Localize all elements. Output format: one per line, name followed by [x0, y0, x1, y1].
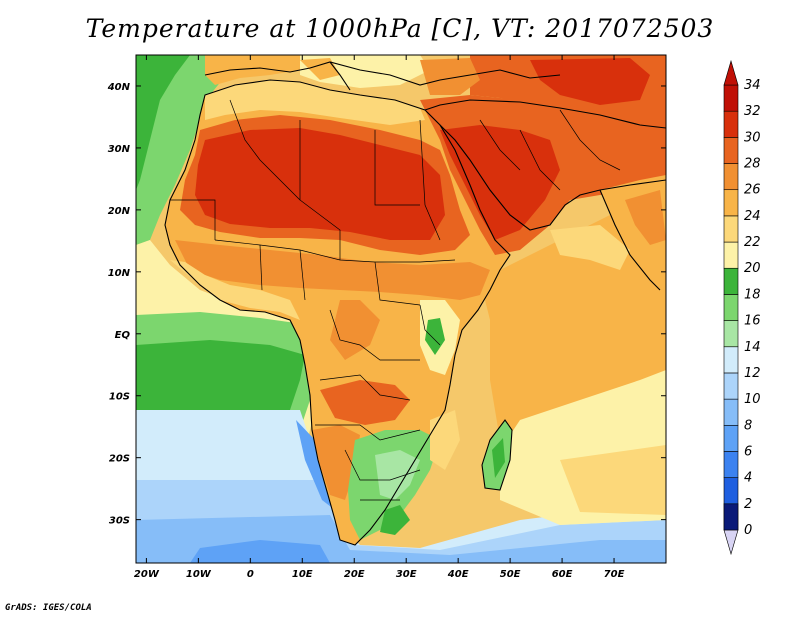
colorbar-segment: [723, 372, 739, 400]
colorbar-segment: [723, 424, 739, 452]
latitude-axis: 40N 30N 20N 10N EQ 10S 20S 30S: [107, 82, 666, 527]
map-frame: [135, 54, 667, 564]
colorbar-segment: [723, 189, 739, 217]
temperature-field: [136, 55, 666, 563]
lon-tick-label: 50E: [500, 569, 521, 580]
colorbar-segment: [723, 110, 739, 138]
lat-tick-label: 10N: [108, 268, 131, 279]
country-borders: [170, 99, 621, 501]
colorbar-label: 4: [744, 471, 752, 486]
colorbar-segment: [723, 267, 739, 295]
colorbar-label: 28: [744, 157, 761, 172]
lon-tick-label: 70E: [604, 569, 625, 580]
colorbar-segment: [723, 137, 739, 164]
colorbar-label: 32: [744, 104, 761, 119]
colorbar-segment: [723, 451, 739, 478]
colorbar-label: 30: [744, 130, 761, 145]
colorbar-min-arrow: [723, 529, 739, 556]
lat-tick-label: EQ: [115, 330, 131, 341]
colorbar-segment: [723, 477, 739, 505]
colorbar-segment: [723, 163, 739, 191]
colorbar-segment: [723, 215, 739, 243]
colorbar-label: 14: [744, 340, 761, 355]
lon-tick-label: 10E: [292, 569, 313, 580]
colorbar-label: 22: [744, 235, 761, 250]
colorbar-segment: [723, 84, 739, 112]
longitude-axis: 20W 10W 0 10E 20E 30E 40E 50E 60E 70E: [134, 55, 625, 580]
lat-tick-label: 20S: [109, 454, 130, 465]
lon-tick-label: 20W: [134, 569, 160, 580]
colorbar-label: 6: [744, 444, 752, 459]
lat-tick-label: 20N: [108, 206, 131, 217]
colorbar-label: 10: [744, 392, 761, 407]
lon-tick-label: 0: [247, 569, 254, 580]
colorbar-label: 8: [744, 418, 752, 433]
colorbar-label: 34: [744, 78, 761, 93]
lat-tick-label: 30N: [108, 144, 131, 155]
colorbar-label: 24: [744, 209, 761, 224]
colorbar-label: 26: [744, 183, 761, 198]
colorbar-label: 12: [744, 366, 761, 381]
colorbar-segment: [723, 346, 739, 374]
colorbar-segment: [723, 241, 739, 269]
lon-tick-label: 10W: [186, 569, 212, 580]
grads-credit: GrADS: IGES/COLA: [5, 603, 92, 613]
colorbar-label: 20: [744, 261, 761, 276]
colorbar-segment: [723, 320, 739, 348]
colorbar-label: 16: [744, 314, 761, 329]
lon-tick-label: 60E: [552, 569, 573, 580]
lat-tick-label: 30S: [109, 516, 130, 527]
lon-tick-label: 40E: [447, 569, 469, 580]
map-title: Temperature at 1000hPa [C], VT: 20170725…: [85, 14, 715, 43]
colorbar-segment: [723, 294, 739, 321]
lon-tick-label: 30E: [396, 569, 417, 580]
colorbar-segment: [723, 398, 739, 426]
colorbar-segment: [723, 503, 739, 531]
colorbar-label: 18: [744, 287, 761, 302]
colorbar-label: 2: [744, 497, 752, 512]
lat-tick-label: 10S: [109, 392, 130, 403]
colorbar-max-arrow: [723, 59, 739, 86]
colorbar-label: 0: [744, 523, 752, 538]
lat-tick-label: 40N: [107, 82, 131, 93]
coastlines: [164, 61, 666, 546]
lon-tick-label: 20E: [344, 569, 365, 580]
